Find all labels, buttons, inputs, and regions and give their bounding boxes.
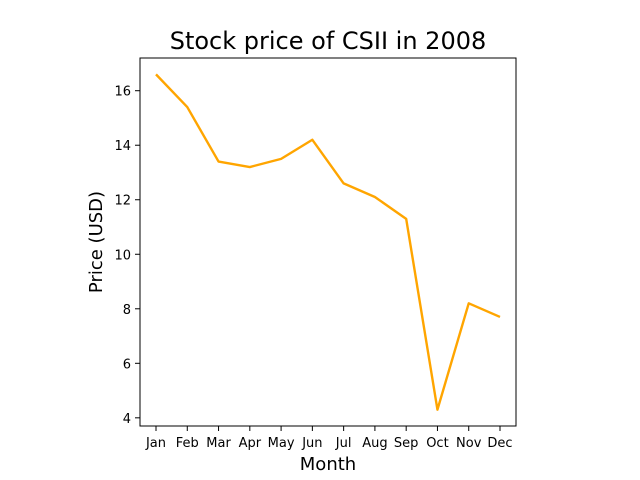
x-axis-label: Month	[300, 454, 356, 475]
series-line	[155, 73, 501, 411]
x-tick-label: Sep	[394, 436, 419, 451]
y-tick-label: 16	[114, 85, 131, 100]
x-tick-label: Apr	[239, 436, 262, 451]
y-axis-label: Price (USD)	[86, 191, 107, 293]
x-tick-label: May	[268, 436, 295, 451]
x-tick-label: Mar	[206, 436, 231, 451]
x-tick-label: Nov	[456, 436, 482, 451]
y-tick-label: 12	[114, 194, 131, 209]
series-layer	[155, 73, 501, 411]
y-tick-label: 8	[123, 303, 131, 318]
y-axis: 4 6 8 10 12 14 16	[114, 85, 140, 427]
chart-title: Stock price of CSII in 2008	[170, 27, 487, 55]
y-tick-label: 14	[114, 139, 131, 154]
y-tick-label: 4	[123, 412, 131, 427]
x-axis: Jan Feb Mar Apr May Jun Jul Aug Sep Oct Nov Dec	[145, 426, 513, 451]
x-tick-label: Jul	[335, 436, 352, 451]
x-tick-label: Oct	[426, 436, 448, 451]
plot-frame	[139, 57, 517, 427]
x-tick-label: Aug	[362, 436, 387, 451]
x-tick-label: Dec	[487, 436, 512, 451]
plot-area: 4 6 8 10 12 14 16 Jan Feb Mar Apr May Jun Jul Aug Sep O…	[114, 57, 517, 451]
y-tick-label: 6	[123, 357, 131, 372]
x-tick-label: Feb	[176, 436, 199, 451]
x-tick-label: Jan	[145, 436, 166, 451]
x-tick-label: Jun	[301, 436, 322, 451]
y-tick-label: 10	[114, 248, 131, 263]
